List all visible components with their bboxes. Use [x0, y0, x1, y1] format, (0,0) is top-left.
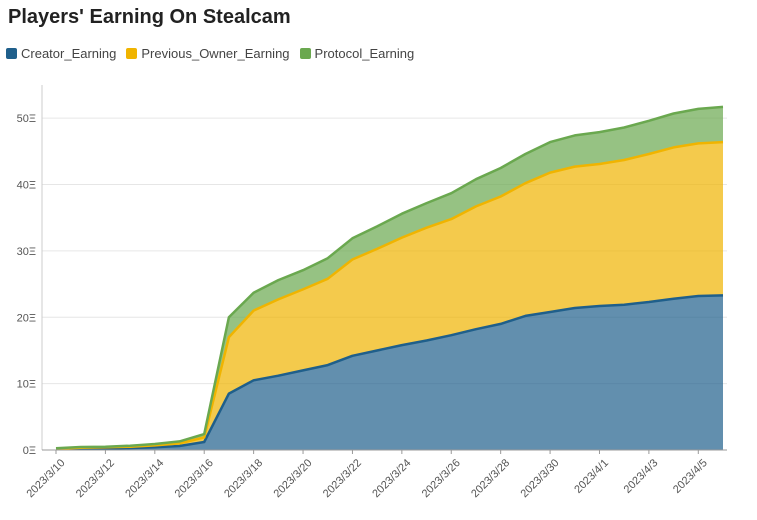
- legend: Creator_Earning Previous_Owner_Earning P…: [6, 46, 418, 61]
- x-tick-label: 2023/4/3: [622, 457, 661, 496]
- line-creator-earning: [55, 294, 724, 451]
- y-tick-label: 40Ξ: [17, 180, 36, 192]
- legend-label-creator: Creator_Earning: [21, 46, 117, 61]
- x-tick-label: 2023/3/14: [123, 457, 166, 500]
- legend-swatch-previous-owner: [126, 48, 138, 59]
- x-tick-label: 2023/3/30: [519, 457, 562, 500]
- chart-title: Players' Earning On Stealcam: [8, 6, 291, 28]
- area-previous-owner-earning: [56, 142, 723, 450]
- x-tick-label: 2023/3/12: [74, 457, 117, 500]
- y-tick-label: 50Ξ: [17, 113, 36, 125]
- x-tick-label: 2023/3/26: [420, 457, 463, 500]
- y-tick-label: 20Ξ: [17, 312, 36, 324]
- x-tick-label: 2023/3/18: [222, 457, 265, 500]
- line-protocol-earning: [55, 105, 724, 450]
- y-tick-label: 0Ξ: [23, 445, 36, 457]
- legend-label-protocol: Protocol_Earning: [314, 46, 415, 61]
- legend-item-creator[interactable]: Creator_Earning: [6, 46, 116, 61]
- legend-item-previous-owner[interactable]: Previous_Owner_Earning: [126, 46, 290, 61]
- y-tick-label: 10Ξ: [17, 379, 36, 391]
- legend-swatch-creator: [6, 48, 17, 59]
- x-tick-label: 2023/4/5: [671, 457, 710, 496]
- x-tick-label: 2023/3/24: [370, 457, 413, 500]
- x-tick-label: 2023/3/28: [469, 457, 512, 500]
- x-tick-label: 2023/3/20: [272, 457, 315, 500]
- legend-swatch-protocol: [299, 48, 311, 59]
- x-tick-label: 2023/3/22: [321, 457, 364, 500]
- y-tick-label: 30Ξ: [17, 246, 36, 258]
- legend-label-previous-owner: Previous_Owner_Earning: [141, 46, 290, 61]
- legend-item-protocol[interactable]: Protocol_Earning: [299, 46, 415, 61]
- line-previous-owner-earning: [55, 140, 724, 450]
- x-tick-label: 2023/3/16: [173, 457, 216, 500]
- x-tick-label: 2023/4/1: [572, 457, 611, 496]
- area-creator-earning: [56, 295, 723, 450]
- area-protocol-earning: [56, 106, 723, 449]
- x-tick-label: 2023/3/10: [24, 457, 67, 500]
